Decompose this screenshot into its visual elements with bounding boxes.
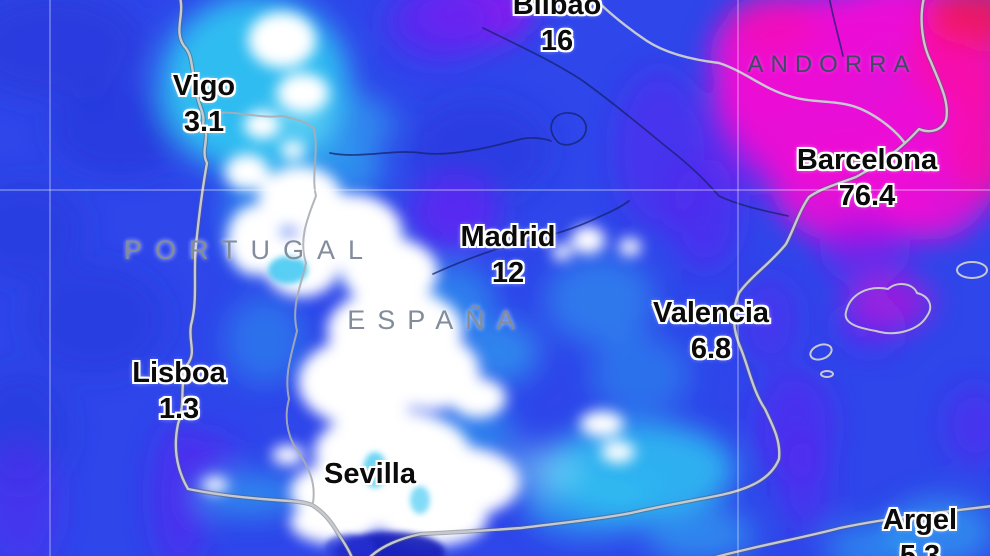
station-value: 76.4 [838, 180, 896, 212]
balearic-islands [809, 261, 988, 378]
station-value: 6.8 [690, 333, 732, 365]
station-label-barcelona: Barcelona 76.4 [797, 142, 937, 214]
station-value: 3.1 [183, 106, 225, 138]
formentera-outline [820, 370, 834, 378]
station-name: Madrid [460, 221, 556, 253]
river-ebro [482, 27, 789, 217]
station-value: 12 [491, 257, 525, 289]
river-tajo [432, 200, 630, 275]
station-name: Argel [882, 504, 958, 536]
station-label-argel: Argel 5.3 [883, 502, 957, 556]
region-label-espana: ESPAÑA [347, 305, 527, 335]
region-label-portugal: PORTUGAL [123, 235, 377, 265]
station-name: Sevilla [324, 458, 416, 490]
coast-north-pyrenees [594, 0, 906, 144]
station-name: Lisboa [132, 357, 226, 389]
rivers [329, 0, 844, 275]
station-label-sevilla: Sevilla [324, 456, 416, 492]
accent-layer [268, 256, 445, 556]
station-name: Valencia [652, 297, 770, 329]
coast-africa [714, 505, 990, 556]
border-portugal-spain [207, 111, 317, 504]
region-label-andorra: ANDORRA [747, 51, 917, 78]
coast-west-iberia [174, 0, 353, 556]
river-duero [329, 137, 552, 156]
station-value: 1.3 [158, 393, 200, 425]
station-value: 5.3 [899, 540, 941, 556]
station-label-madrid: Madrid 12 [460, 219, 555, 291]
coast-east-iberia-france [369, 0, 949, 556]
station-label-vigo: Vigo 3.1 [173, 68, 235, 140]
ibiza-outline [809, 343, 833, 361]
station-name: Vigo [172, 70, 236, 102]
station-value: 16 [540, 25, 574, 57]
river-duero-meander [550, 112, 587, 146]
station-label-valencia: Valencia 6.8 [653, 295, 769, 367]
mallorca-outline [844, 283, 932, 335]
menorca-outline [956, 261, 988, 279]
station-label-lisboa: Lisboa 1.3 [132, 355, 225, 427]
station-name: Barcelona [796, 144, 938, 176]
coastlines [173, 0, 990, 556]
station-name: Bilbao [512, 0, 602, 21]
station-label-bilbao: Bilbao 16 [513, 0, 602, 59]
river-france [828, 0, 844, 57]
